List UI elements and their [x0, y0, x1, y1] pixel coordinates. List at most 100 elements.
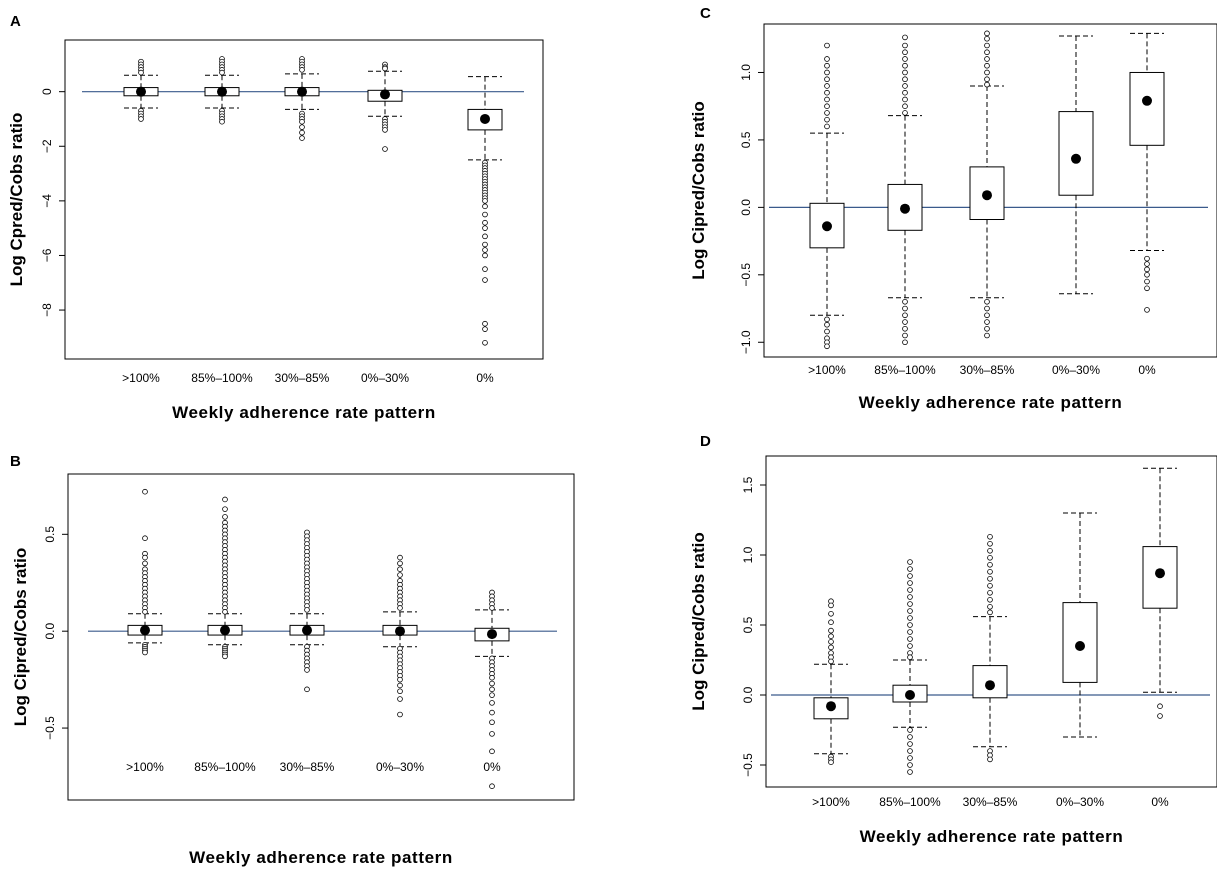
- outlier-point: [382, 146, 388, 152]
- outlier-point: [987, 568, 993, 575]
- outlier-point: [489, 680, 495, 687]
- median-point: [822, 221, 832, 232]
- y-tick-label: −4: [40, 194, 54, 208]
- outlier-point: [987, 582, 993, 589]
- outlier-point: [984, 81, 990, 88]
- outlier-point: [489, 674, 495, 681]
- plot-frame: [763, 23, 1217, 358]
- outlier-point: [222, 514, 228, 520]
- outlier-point: [397, 554, 403, 561]
- y-tick-label: −0.5: [43, 716, 57, 740]
- outlier-point: [299, 67, 305, 73]
- outlier-point: [984, 76, 990, 83]
- outlier-point: [482, 252, 488, 259]
- y-axis-label: Log Cpred/Cobs ratio: [7, 113, 26, 287]
- outlier-point: [824, 123, 830, 130]
- category-label: 0%–30%: [361, 371, 409, 385]
- outlier-point: [397, 682, 403, 689]
- outlier-point: [397, 566, 403, 572]
- category-label: >100%: [808, 363, 846, 377]
- outlier-point: [824, 56, 830, 62]
- outlier-point: [907, 762, 913, 768]
- outlier-point: [1144, 285, 1150, 292]
- outlier-point: [142, 554, 148, 561]
- outlier-point: [828, 644, 834, 651]
- outlier-point: [824, 321, 830, 328]
- outlier-point: [482, 320, 488, 327]
- outlier-point: [987, 554, 993, 561]
- outlier-point: [299, 118, 305, 125]
- outlier-point: [1157, 703, 1163, 709]
- outlier-point: [987, 589, 993, 596]
- outlier-point: [902, 83, 908, 89]
- outlier-point: [987, 596, 993, 603]
- outlier-point: [397, 676, 403, 683]
- outlier-point: [828, 658, 834, 665]
- outlier-point: [907, 573, 913, 579]
- outlier-point: [382, 65, 388, 72]
- category-label: 0%–30%: [1056, 795, 1104, 809]
- outlier-point: [142, 535, 148, 541]
- outlier-point: [138, 116, 144, 122]
- outlier-point: [1144, 261, 1150, 267]
- outlier-point: [489, 700, 495, 706]
- outlier-point: [828, 627, 834, 634]
- outlier-point: [987, 575, 993, 582]
- outlier-point: [987, 756, 993, 763]
- panel-d: D 1.5 1.0 0.5 0.0 −0.5 Log Cipred/Cobs ratio We…: [689, 433, 1217, 846]
- outlier-point: [304, 607, 310, 613]
- outlier-point: [489, 731, 495, 737]
- outlier-point: [482, 241, 488, 248]
- category-label: 85%–100%: [874, 363, 936, 377]
- outlier-point: [902, 110, 908, 116]
- outlier-point: [902, 319, 908, 325]
- outlier-point: [907, 636, 913, 642]
- outlier-point: [489, 605, 495, 611]
- median-point: [480, 113, 490, 124]
- outlier-point: [299, 135, 305, 141]
- y-tick-label: 0.5: [741, 616, 755, 633]
- x-axis-label: Weekly adherence rate pattern: [189, 848, 453, 867]
- y-tick-label: 1.5: [741, 476, 755, 493]
- outlier-point: [907, 755, 913, 761]
- outlier-point: [142, 609, 148, 615]
- panel-letter: C: [700, 5, 711, 22]
- outlier-point: [824, 328, 830, 335]
- y-tick-label: −2: [40, 139, 54, 153]
- outlier-point: [824, 96, 830, 103]
- y-tick-label: 1.0: [739, 64, 753, 81]
- x-axis-label: Weekly adherence rate pattern: [859, 393, 1123, 412]
- median-point: [140, 625, 150, 636]
- category-label: 30%–85%: [275, 371, 330, 385]
- outlier-point: [984, 35, 990, 42]
- outlier-point: [902, 76, 908, 83]
- median-point: [826, 701, 836, 712]
- category-label: 0%: [483, 760, 501, 774]
- outlier-point: [987, 609, 993, 616]
- outlier-point: [902, 298, 908, 305]
- median-point: [985, 680, 995, 691]
- outlier-point: [1144, 307, 1150, 313]
- outlier-point: [907, 629, 913, 635]
- median-point: [380, 89, 390, 100]
- panel-letter: D: [700, 433, 711, 450]
- outlier-point: [382, 127, 388, 133]
- outlier-point: [984, 62, 990, 69]
- panel-letter: B: [10, 453, 21, 470]
- outlier-point: [907, 769, 913, 775]
- outlier-point: [987, 603, 993, 610]
- panel-c: C 1.0 0.5 0.0 −0.5 −1.0 Log Cipred/Cobs ratio W…: [689, 5, 1217, 412]
- outlier-point: [907, 608, 913, 614]
- outlier-point: [482, 219, 488, 226]
- outlier-point: [984, 332, 990, 339]
- median-point: [297, 86, 307, 97]
- x-axis-label: Weekly adherence rate pattern: [172, 403, 436, 422]
- outlier-point: [907, 643, 913, 649]
- outlier-point: [907, 594, 913, 600]
- median-point: [1142, 95, 1152, 106]
- outlier-point: [1144, 278, 1150, 285]
- median-point: [1155, 568, 1165, 579]
- outlier-point: [902, 42, 908, 49]
- outlier-point: [907, 587, 913, 593]
- outlier-point: [902, 89, 908, 96]
